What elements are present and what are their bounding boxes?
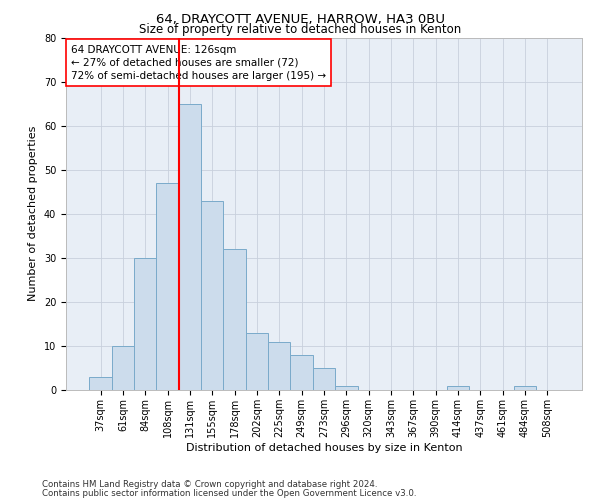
Text: Size of property relative to detached houses in Kenton: Size of property relative to detached ho… (139, 22, 461, 36)
Bar (335, 386, 358, 390)
Text: Contains public sector information licensed under the Open Government Licence v3: Contains public sector information licen… (42, 489, 416, 498)
X-axis label: Distribution of detached houses by size in Kenton: Distribution of detached houses by size … (185, 442, 463, 452)
Bar (179, 104, 201, 390)
Bar (246, 332, 268, 390)
Bar (201, 200, 223, 390)
Bar (290, 355, 313, 390)
Bar (112, 346, 134, 390)
Text: 64 DRAYCOTT AVENUE: 126sqm
← 27% of detached houses are smaller (72)
72% of semi: 64 DRAYCOTT AVENUE: 126sqm ← 27% of deta… (71, 44, 326, 81)
Bar (268, 342, 290, 390)
Bar (313, 368, 335, 390)
Y-axis label: Number of detached properties: Number of detached properties (28, 126, 38, 302)
Bar (89, 377, 112, 390)
Bar (223, 249, 246, 390)
Text: Contains HM Land Registry data © Crown copyright and database right 2024.: Contains HM Land Registry data © Crown c… (42, 480, 377, 489)
Bar (134, 258, 157, 390)
Bar (514, 386, 536, 390)
Text: 64, DRAYCOTT AVENUE, HARROW, HA3 0BU: 64, DRAYCOTT AVENUE, HARROW, HA3 0BU (155, 12, 445, 26)
Bar (447, 386, 469, 390)
Bar (157, 183, 179, 390)
